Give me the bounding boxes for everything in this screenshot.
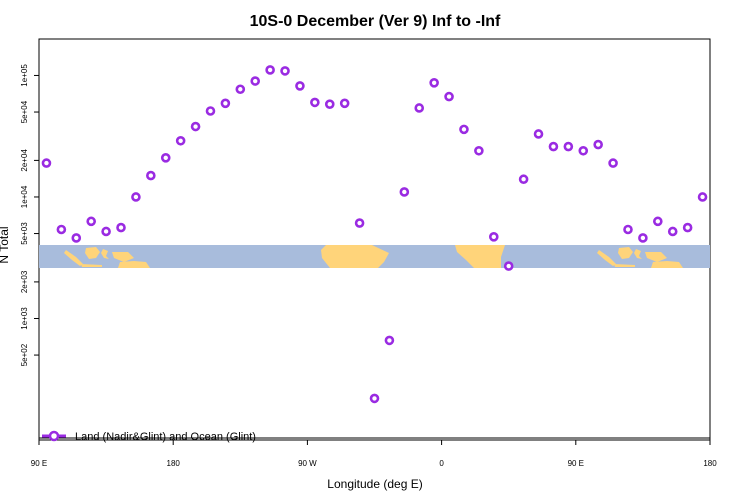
data-point <box>608 158 618 168</box>
data-point <box>265 65 275 75</box>
legend-label: Land (Nadir&Glint) and Ocean (Glint) <box>75 431 256 443</box>
land-sumatra <box>64 250 83 266</box>
y-tick-label: 1e+03 <box>20 307 29 330</box>
data-points <box>41 65 708 404</box>
land-java <box>81 264 102 267</box>
x-axis-title: Longitude (deg E) <box>327 477 422 491</box>
data-point <box>459 124 469 135</box>
data-point <box>518 174 529 185</box>
land-australia-1 <box>118 261 150 268</box>
data-point <box>548 141 559 152</box>
chart-title: 10S-0 December (Ver 9) Inf to -Inf <box>250 13 501 30</box>
land-sulawesi-2 <box>634 249 642 259</box>
y-tick-label: 5e+04 <box>20 100 29 123</box>
data-point <box>563 141 574 152</box>
x-tick-label: 90 W <box>298 459 317 468</box>
land-newguinea-2 <box>645 252 667 262</box>
plot-frame <box>38 38 711 441</box>
land-sumatra-2 <box>597 250 616 266</box>
data-point <box>623 224 633 235</box>
data-point <box>578 145 589 156</box>
map-band <box>39 245 710 268</box>
data-point <box>310 97 320 108</box>
data-point <box>101 226 111 237</box>
data-point <box>116 222 126 233</box>
data-point <box>235 84 246 95</box>
y-tick-label: 1e+04 <box>20 185 29 208</box>
data-point <box>474 145 484 156</box>
data-point <box>638 233 648 243</box>
y-axis: 5e+02 1e+03 2e+03 5e+03 1e+04 2e+04 5e+04 1e+05 <box>20 64 39 366</box>
y-tick-label: 5e+02 <box>20 343 29 366</box>
data-point <box>653 216 663 227</box>
y-axis-title: N Total <box>0 226 11 263</box>
x-tick-label: 0 <box>439 459 444 468</box>
y-tick-label: 1e+05 <box>20 64 29 87</box>
land-south-america <box>321 245 389 268</box>
x-tick-label: 180 <box>703 459 717 468</box>
data-point <box>131 192 141 202</box>
data-point <box>41 158 52 168</box>
data-point <box>295 81 305 91</box>
data-point <box>354 218 365 228</box>
data-point <box>146 170 156 181</box>
legend-marker <box>48 430 60 442</box>
land-shapes <box>64 245 683 268</box>
data-point <box>667 226 678 237</box>
land-africa <box>455 245 505 268</box>
data-point <box>399 187 410 197</box>
data-point <box>280 66 290 76</box>
y-tick-label: 2e+04 <box>20 149 29 172</box>
data-point <box>682 222 693 233</box>
data-point <box>86 216 96 227</box>
data-point <box>324 99 335 110</box>
data-point <box>190 121 201 132</box>
data-point <box>593 139 603 150</box>
data-point <box>250 76 261 86</box>
data-point <box>71 233 82 243</box>
data-point <box>160 153 171 163</box>
data-point <box>444 91 454 102</box>
land-newguinea-1 <box>112 252 134 262</box>
x-tick-label: 90 E <box>568 459 584 468</box>
data-point <box>339 98 350 109</box>
data-point <box>533 129 544 139</box>
land-sulawesi <box>101 249 109 259</box>
land-borneo-2 <box>618 247 633 259</box>
x-tick-label: 180 <box>167 459 181 468</box>
data-point <box>697 192 708 202</box>
data-point <box>429 78 439 88</box>
land-australia-2 <box>651 261 683 268</box>
x-tick-label: 90 E <box>31 459 47 468</box>
land-borneo <box>85 247 100 259</box>
x-axis: 90 E 180 90 W 0 90 E 180 <box>31 440 717 468</box>
legend: Land (Nadir&Glint) and Ocean (Glint) <box>42 430 256 443</box>
data-point <box>205 106 216 116</box>
y-tick-label: 2e+03 <box>20 270 29 293</box>
y-tick-label: 5e+03 <box>20 222 29 245</box>
data-point <box>220 98 231 109</box>
data-point <box>369 393 380 404</box>
data-point <box>175 135 186 146</box>
data-point <box>414 103 425 113</box>
data-point <box>503 261 514 271</box>
land-java-2 <box>614 264 635 267</box>
data-point <box>488 232 499 242</box>
data-point <box>56 224 67 235</box>
data-point <box>384 335 395 346</box>
